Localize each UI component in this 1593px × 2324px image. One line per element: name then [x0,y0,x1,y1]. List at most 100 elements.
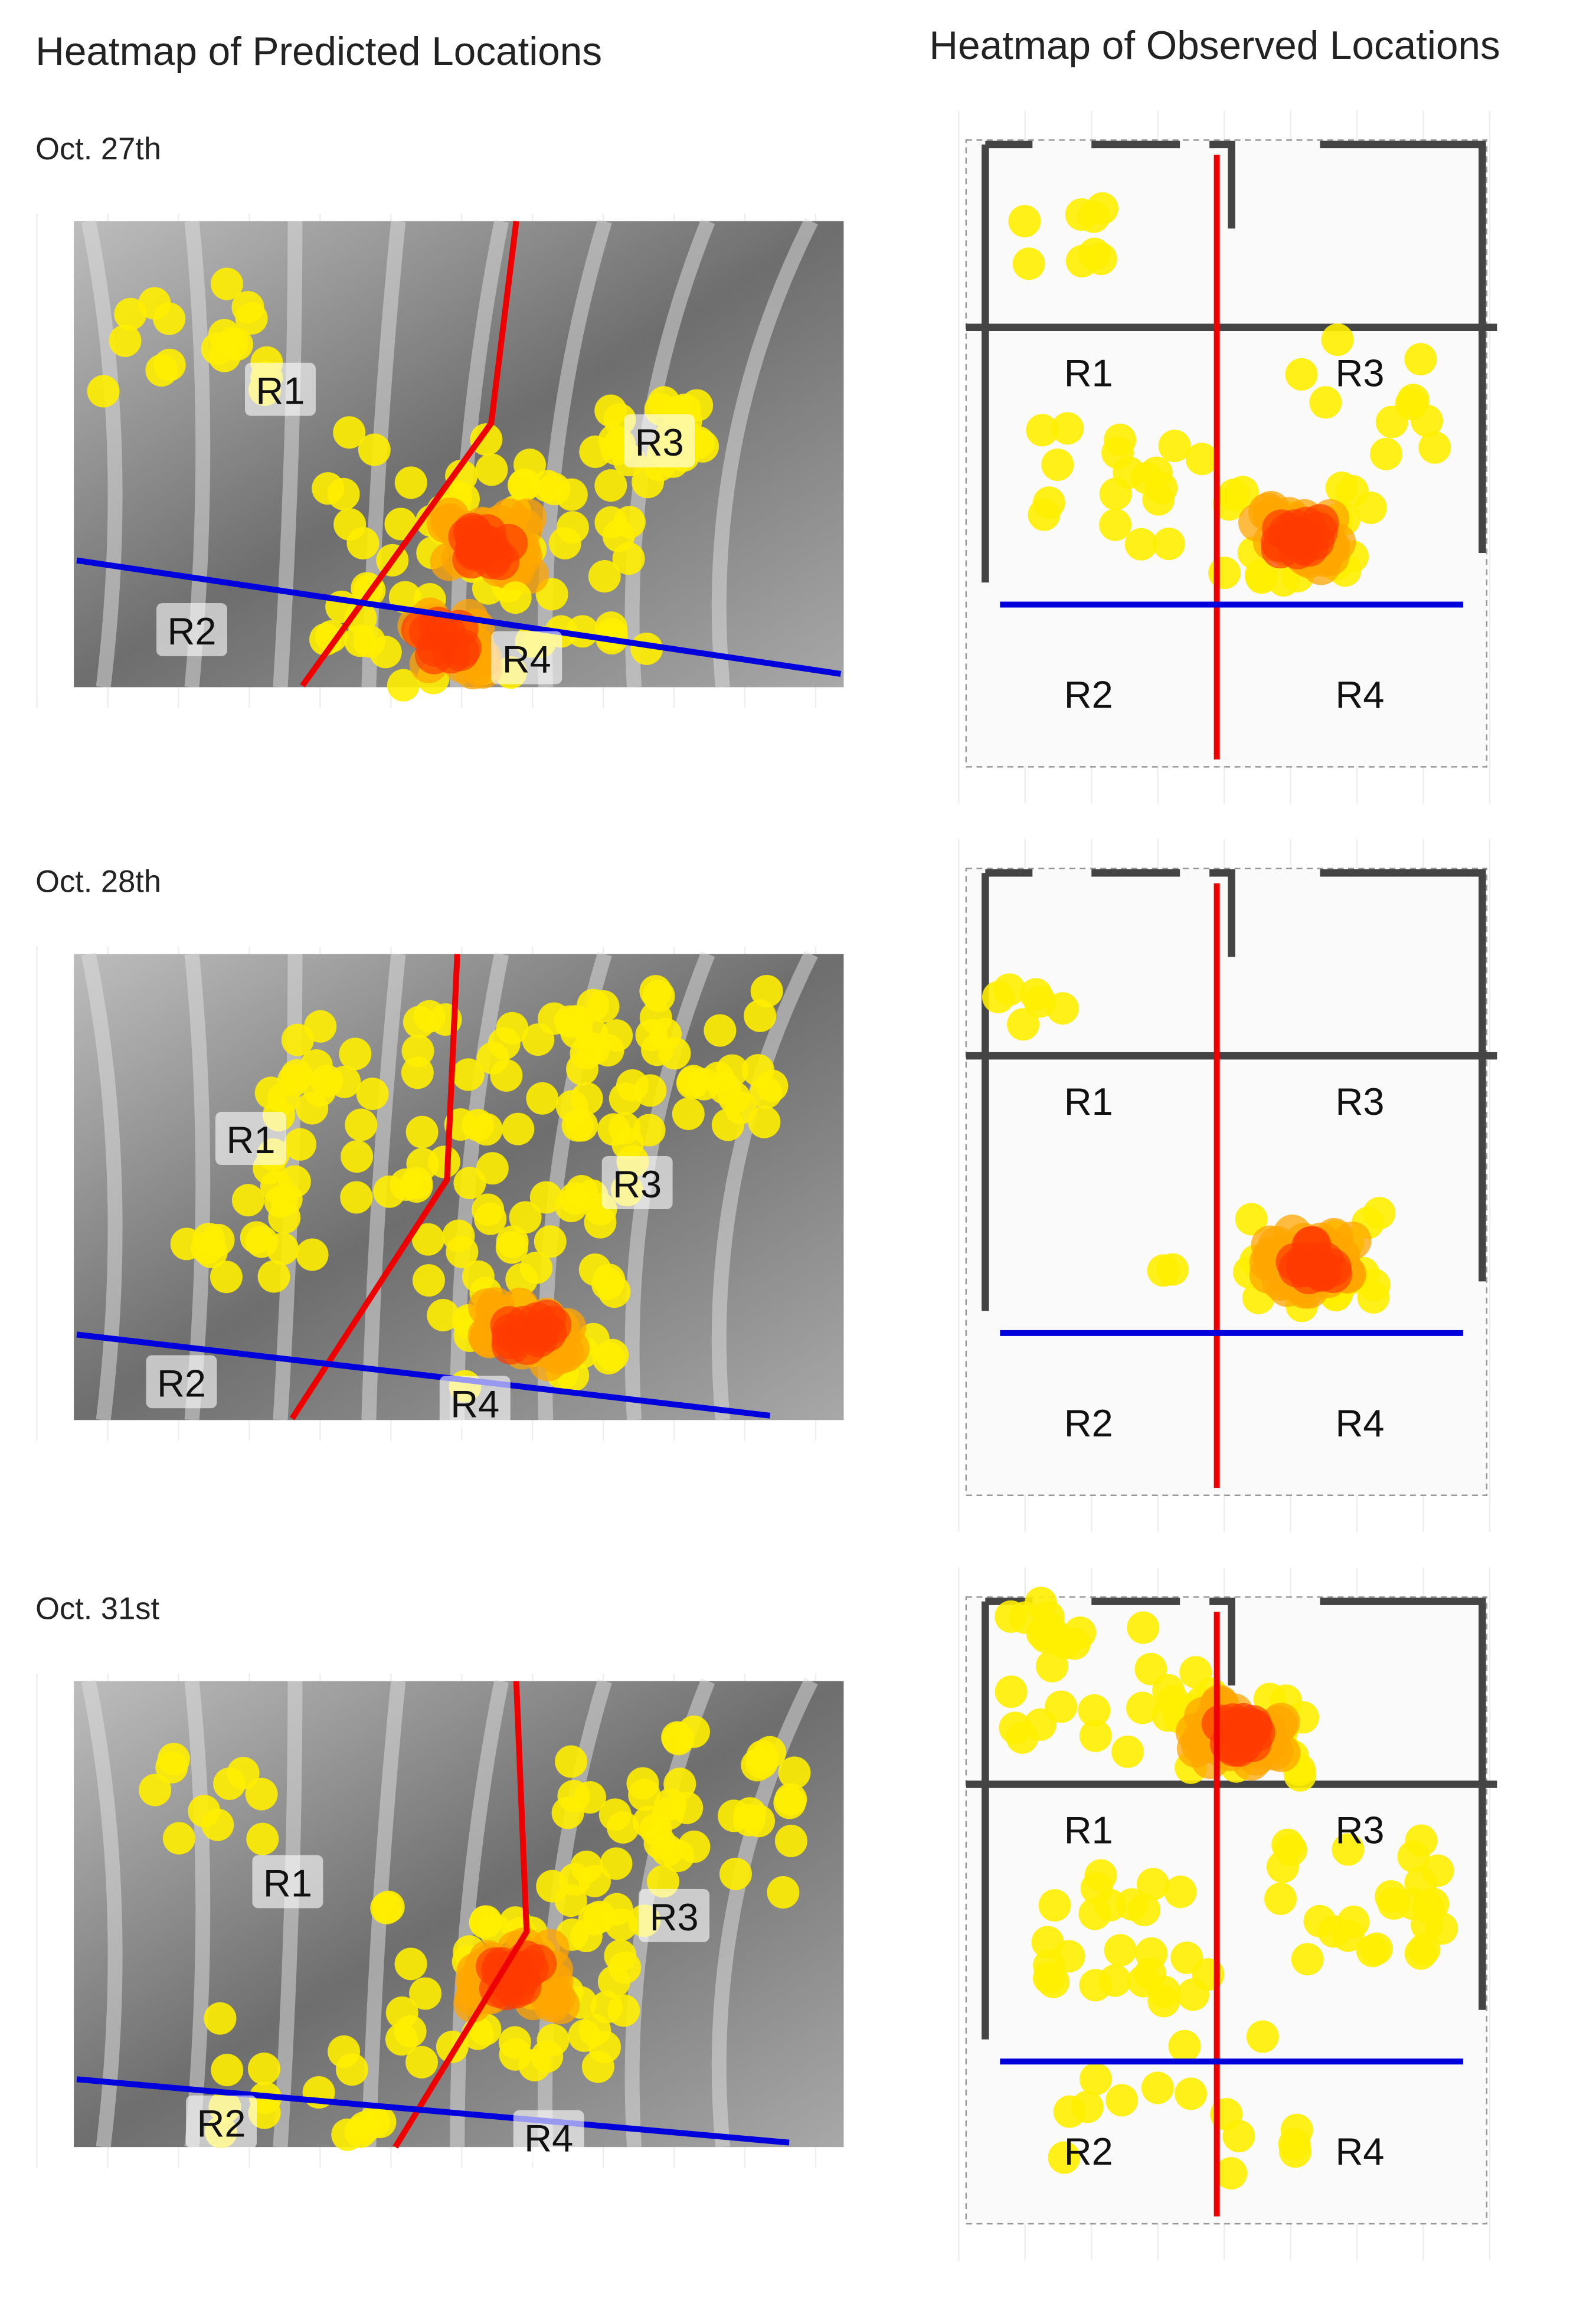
heat-dot [1417,1887,1450,1920]
date-label: Oct. 27th [35,132,161,166]
heat-dot [315,620,348,653]
branch [81,952,123,1421]
heat-dot [235,302,268,335]
heat-dot [370,1891,403,1924]
heat-dot [1029,1621,1062,1654]
panels: Oct. 27th R1 R2 R3 R4 R1 R2 R3 R4 Oct. 28th R1 R2 R3… [35,110,1497,2261]
heat-dot [280,1059,313,1092]
heat-dot [573,1781,606,1814]
label-box [513,2110,584,2163]
heat-dot [1175,2077,1207,2110]
heat-dot [1008,205,1041,238]
branch [711,951,818,1421]
heat-dot [1246,2020,1279,2053]
heat-dot [1215,2157,1248,2190]
heat-dot [502,1959,541,1998]
heat-dot [1032,1962,1065,1995]
label-box [215,1112,286,1165]
region-label: R3 [1335,1808,1384,1851]
branch [273,1681,303,2148]
heat-dot [1078,1694,1111,1727]
branch [184,1680,211,2148]
branch [81,220,123,688]
heat-dot [577,988,610,1022]
heat-dot [346,526,380,559]
heat-dot [502,1112,535,1145]
heat-dot [409,1977,442,2010]
heat-dot [1136,1868,1169,1901]
label-box [186,2095,257,2149]
region-label: R1 [1064,1080,1113,1123]
heat-dot [340,1181,373,1214]
heat-dot [1079,1969,1112,2002]
observed-title: Heatmap of Observed Locations [929,24,1500,68]
heat-dot [993,973,1026,1006]
heat-dot [266,1232,299,1265]
heat-dot [333,416,366,449]
branch [81,1680,123,2148]
heat-dot [1245,561,1278,594]
heat-dot [1164,1875,1197,1909]
heat-dot [240,1221,273,1254]
heat-dot [1418,431,1451,464]
heat-dot [742,1054,775,1087]
heat-dot [1405,1824,1438,1857]
heat-dot [554,1884,587,1917]
heat-dot [1007,1008,1040,1041]
heat-dot [508,468,541,501]
heat-dot [1185,443,1218,476]
heat-dot [1152,528,1185,561]
heat-dot [578,1864,611,1897]
heat-dot [1264,1882,1297,1915]
heat-dot [469,1905,502,1938]
heat-dot [257,1260,290,1293]
heat-dot [246,1822,279,1855]
region-label: R2 [1064,673,1113,716]
branch [537,219,612,688]
heat-dot [1235,1203,1268,1236]
label-box [639,1888,710,1942]
heat-dot [520,1251,553,1284]
heat-dot [369,636,402,669]
heat-dot [1036,1649,1068,1683]
label-box [601,1156,673,1209]
region-label: R4 [1335,673,1384,716]
heat-dot [157,1743,190,1776]
heat-dot [651,1834,684,1867]
heat-dot [264,1185,297,1218]
heat-dot [598,1275,631,1308]
heat-dot [341,1140,374,1173]
heat-dot [446,1235,479,1268]
region-label: R2 [1064,1402,1113,1445]
heat-dot [335,2053,368,2086]
heat-dot [604,1939,637,1972]
heat-dot [1170,1941,1203,1974]
heat-dot [356,1077,389,1110]
region-label: R1 [256,369,305,413]
heat-dot [247,2052,280,2085]
heat-dot [778,1756,811,1789]
label-box [439,1376,511,1429]
heat-dot [600,1893,633,1926]
heat-dot [1208,557,1241,590]
heat-dot [394,2015,427,2048]
heat-dot [708,1072,741,1105]
heat-dot [472,1193,505,1226]
heat-dot [1026,414,1059,447]
region-label: R1 [226,1118,275,1161]
heat-dot [281,1023,314,1056]
heat-dot [339,1037,372,1071]
region-label: R2 [197,2102,246,2145]
heat-dot [628,1778,661,1811]
heat-dot [773,1786,806,1819]
heat-dot [565,1109,598,1142]
label-box [624,414,695,468]
heat-dot [748,1105,781,1138]
heat-dot [1084,1859,1117,1892]
heat-dot [406,1147,439,1180]
heat-dot [767,1876,800,1909]
heat-dot [303,1074,336,1107]
heat-dot [1285,358,1318,391]
heat-dot [231,1184,264,1217]
